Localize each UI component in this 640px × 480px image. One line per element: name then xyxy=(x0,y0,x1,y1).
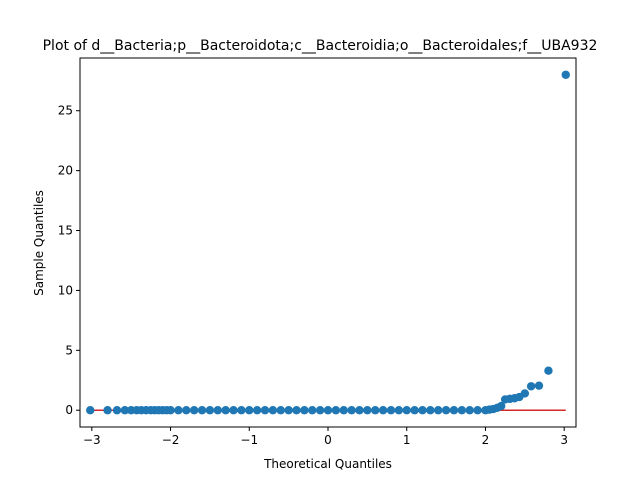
data-point xyxy=(534,381,544,390)
x-axis-label: Theoretical Quantiles xyxy=(263,457,392,471)
data-point xyxy=(457,406,467,415)
data-point xyxy=(434,406,443,415)
data-point xyxy=(355,406,364,415)
x-axis-ticks: −3 −2 −1 0 1 2 3 xyxy=(83,427,568,447)
data-point xyxy=(120,406,130,415)
data-point xyxy=(205,406,215,415)
data-point xyxy=(268,406,278,415)
data-point xyxy=(465,406,474,415)
data-point xyxy=(526,382,536,391)
data-point xyxy=(237,406,246,415)
x-tick-label: −2 xyxy=(162,433,180,447)
x-tick-label: 1 xyxy=(403,433,411,447)
data-point xyxy=(260,406,270,415)
data-point xyxy=(245,406,254,415)
data-point xyxy=(103,406,112,415)
plot-area xyxy=(80,58,576,427)
data-point xyxy=(182,406,191,415)
data-point xyxy=(426,406,435,415)
data-point xyxy=(418,406,427,415)
data-point xyxy=(315,406,325,415)
data-point xyxy=(473,406,482,415)
data-points-layer xyxy=(86,70,570,415)
data-point xyxy=(252,406,262,415)
x-tick-label: −1 xyxy=(240,433,258,447)
data-point xyxy=(449,406,459,415)
data-point xyxy=(402,406,411,415)
data-point xyxy=(544,366,553,375)
data-point xyxy=(441,406,451,415)
data-point xyxy=(284,406,293,415)
data-point xyxy=(308,406,317,415)
data-point xyxy=(86,406,95,415)
data-point xyxy=(229,406,238,415)
y-tick-label: 10 xyxy=(58,283,73,297)
data-point xyxy=(112,406,122,415)
y-axis-ticks: 0 5 10 15 20 25 xyxy=(58,104,80,417)
plot-background xyxy=(80,58,576,427)
data-point xyxy=(189,406,199,415)
y-tick-label: 20 xyxy=(58,164,73,178)
x-tick-label: 2 xyxy=(482,433,490,447)
data-point xyxy=(213,406,222,415)
y-tick-label: 5 xyxy=(65,343,73,357)
data-point xyxy=(394,406,404,415)
data-point xyxy=(371,406,380,415)
data-point xyxy=(221,406,230,415)
data-point xyxy=(166,406,175,415)
y-tick-label: 15 xyxy=(58,224,73,238)
x-tick-label: −3 xyxy=(83,433,101,447)
data-point xyxy=(410,406,419,415)
data-point xyxy=(197,406,207,415)
data-point xyxy=(497,401,506,411)
data-point xyxy=(520,389,530,398)
data-point xyxy=(561,70,570,79)
data-point xyxy=(292,406,301,415)
data-point xyxy=(174,406,183,415)
data-point xyxy=(276,406,285,415)
chart-title: Plot of d__Bacteria;p__Bacteroidota;c__B… xyxy=(43,38,598,54)
data-point xyxy=(331,406,341,415)
data-point xyxy=(300,406,309,415)
y-axis-label: Sample Quantiles xyxy=(32,190,46,296)
x-tick-label: 3 xyxy=(560,433,568,447)
y-tick-label: 0 xyxy=(65,403,73,417)
data-point xyxy=(339,406,348,415)
x-tick-label: 0 xyxy=(324,433,332,447)
data-point xyxy=(386,406,396,415)
y-tick-label: 25 xyxy=(58,104,73,118)
data-point xyxy=(323,406,333,415)
data-point xyxy=(363,406,372,415)
data-point xyxy=(378,406,388,415)
data-point xyxy=(347,406,356,415)
